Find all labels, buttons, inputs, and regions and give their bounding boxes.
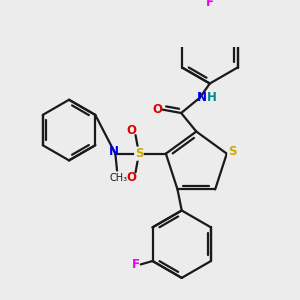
Text: O: O [153, 103, 163, 116]
Text: S: S [135, 147, 143, 160]
Text: N: N [197, 91, 207, 104]
Text: F: F [132, 258, 140, 271]
Text: F: F [206, 0, 214, 9]
Text: S: S [228, 146, 237, 158]
Text: O: O [126, 171, 136, 184]
Text: O: O [126, 124, 136, 136]
Text: H: H [207, 91, 216, 103]
Text: N: N [109, 145, 119, 158]
Text: CH₃: CH₃ [110, 173, 128, 183]
